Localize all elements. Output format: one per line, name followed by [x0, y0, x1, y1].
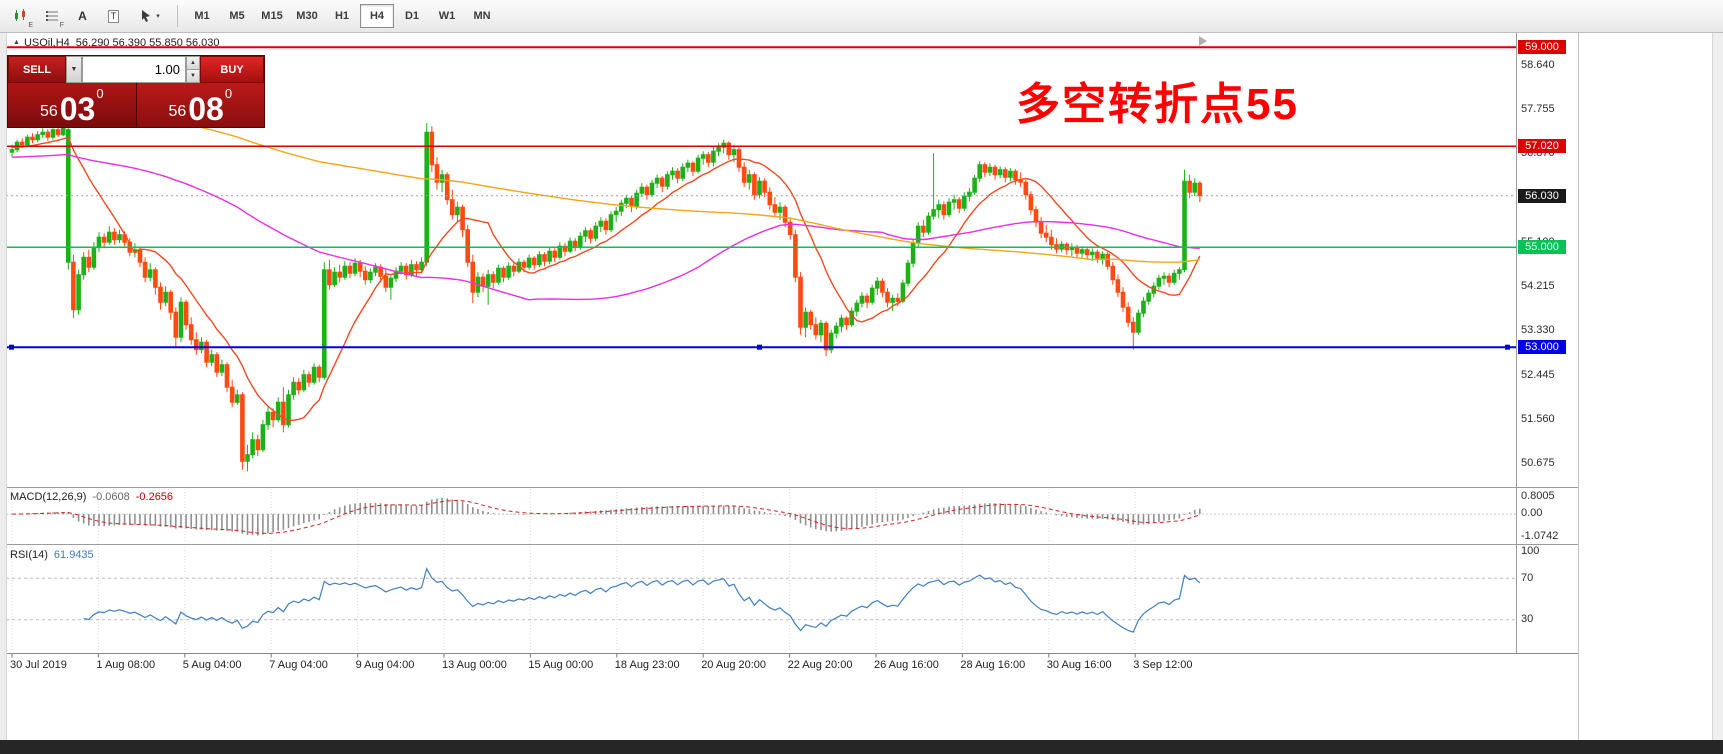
- vertical-scrollbar[interactable]: [1712, 33, 1723, 740]
- volume-dropdown-button[interactable]: ▼: [66, 56, 82, 83]
- tf-button-m5[interactable]: M5: [229, 10, 245, 22]
- macd-scale-label: 0.8005: [1521, 490, 1555, 502]
- buy-price-pips: 08: [188, 90, 224, 127]
- arrow-glyph: [142, 10, 151, 22]
- volume-down-button[interactable]: ▼: [186, 70, 200, 83]
- symbol-period-label: USOil,H4: [23, 37, 70, 49]
- one-click-trading-panel: SELL ▼ 1.00 ▲ ▼ BUY 56 03 0 56 08 0: [8, 56, 264, 127]
- time-axis-label: 22 Aug 20:00: [787, 659, 853, 671]
- tf-button-h4[interactable]: H4: [360, 4, 394, 28]
- time-axis-label: 20 Aug 20:00: [701, 659, 767, 671]
- sell-price-units: 56: [39, 103, 58, 120]
- taskbar-strip: [0, 740, 1723, 754]
- sell-price-point: 0: [96, 86, 104, 101]
- scroll-to-end-marker[interactable]: [1199, 36, 1207, 46]
- ohlc-values: 56.290 56.390 55.850 56.030: [75, 37, 220, 49]
- time-axis-label: 26 Aug 16:00: [874, 659, 939, 671]
- time-axis-label: 5 Aug 04:00: [182, 659, 242, 671]
- time-axis-label: 30 Jul 2019: [10, 659, 67, 671]
- sell-price-display[interactable]: 56 03 0: [8, 83, 137, 127]
- icon-sub-label: E: [28, 22, 33, 29]
- chevron-down-icon: ▼: [70, 66, 78, 73]
- time-axis-label: 3 Sep 12:00: [1133, 659, 1193, 671]
- time-axis-label: 28 Aug 16:00: [960, 659, 1026, 671]
- price-tick-label: 51.560: [1521, 412, 1555, 425]
- chart-text-annotation: 多空转折点55: [1016, 80, 1299, 129]
- trade-controls-row: SELL ▼ 1.00 ▲ ▼ BUY: [8, 56, 264, 83]
- macd-scale-label: 0.00: [1521, 507, 1543, 519]
- chevron-down-icon: ▾: [156, 13, 160, 20]
- candlestick-chart-icon[interactable]: E: [6, 3, 35, 29]
- time-axis-label: 13 Aug 00:00: [442, 659, 507, 671]
- price-tick-label: 53.330: [1521, 324, 1555, 337]
- price-tick-label: 52.445: [1521, 368, 1555, 381]
- chart-window-border: [1578, 33, 1579, 740]
- price-level-badge: 56.030: [1518, 188, 1566, 203]
- rsi-indicator-label: RSI(14) 61.9435: [10, 549, 94, 561]
- timeframe-button-group: M1 M5 M15 M30 H1 H4 D1 W1 MN: [185, 4, 500, 28]
- window-left-edge: [0, 33, 7, 740]
- time-axis-label: 9 Aug 04:00: [355, 659, 415, 671]
- time-axis-label: 15 Aug 00:00: [528, 659, 594, 671]
- buy-button[interactable]: BUY: [200, 56, 264, 83]
- time-axis-label: 1 Aug 08:00: [96, 659, 156, 671]
- tf-button-w1[interactable]: W1: [438, 10, 456, 22]
- price-tick-label: 50.675: [1521, 457, 1555, 469]
- volume-input[interactable]: 1.00: [82, 56, 186, 83]
- indicator-levels-icon[interactable]: F: [37, 3, 66, 29]
- levels-glyph: [45, 11, 58, 21]
- tf-button-m1[interactable]: M1: [194, 10, 210, 22]
- tf-button-m30[interactable]: M30: [296, 10, 318, 22]
- candlestick-glyph: [14, 9, 25, 21]
- volume-stepper: ▲ ▼: [186, 56, 200, 83]
- template-icon[interactable]: T: [99, 3, 128, 29]
- trade-price-row: 56 03 0 56 08 0: [8, 83, 264, 127]
- price-tick-label: 54.215: [1521, 280, 1555, 292]
- buy-price-point: 0: [224, 86, 233, 101]
- macd-signal-value: -0.2656: [135, 491, 174, 503]
- macd-name: MACD(12,26,9): [10, 491, 87, 503]
- time-axis-label: 7 Aug 04:00: [269, 659, 328, 671]
- symbol-marker-icon: ▲: [13, 39, 20, 46]
- template-glyph: T: [107, 9, 120, 23]
- tf-button-h1[interactable]: H1: [334, 10, 350, 22]
- time-axis-label: 18 Aug 23:00: [614, 659, 680, 671]
- chart-header: ▲ USOil,H4 56.290 56.390 55.850 56.030: [13, 37, 220, 49]
- tf-button-m15[interactable]: M15: [261, 10, 283, 22]
- text-label-icon[interactable]: A: [68, 3, 97, 29]
- rsi-scale-label: 70: [1521, 572, 1534, 584]
- macd-scale-label: -1.0742: [1521, 530, 1559, 542]
- rsi-scale-label: 30: [1521, 613, 1534, 625]
- macd-main-value: -0.0608: [92, 491, 130, 503]
- rsi-scale-label: 100: [1521, 545, 1540, 557]
- buy-price-units: 56: [168, 103, 187, 120]
- time-axis-label: 30 Aug 16:00: [1046, 659, 1112, 671]
- price-level-badge: 59.000: [1518, 40, 1566, 55]
- volume-up-button[interactable]: ▲: [186, 56, 200, 70]
- tf-button-mn[interactable]: MN: [473, 10, 491, 22]
- sell-price-pips: 03: [59, 90, 96, 127]
- toolbar: E F A T ▾ M1 M5 M15 M30 H1 H4 D1 W1 MN: [0, 0, 1723, 33]
- toolbar-separator: [177, 5, 178, 27]
- text-tool-glyph: A: [78, 9, 87, 23]
- icon-sub-label: F: [59, 22, 64, 29]
- draw-arrow-icon[interactable]: ▾: [130, 3, 168, 29]
- price-level-badge: 55.000: [1518, 240, 1566, 255]
- rsi-value: 61.9435: [53, 549, 94, 561]
- sell-button[interactable]: SELL: [8, 56, 66, 83]
- rsi-name: RSI(14): [10, 549, 48, 561]
- price-tick-label: 57.755: [1521, 103, 1555, 115]
- price-level-badge: 53.000: [1518, 340, 1566, 355]
- buy-price-display[interactable]: 56 08 0: [136, 83, 264, 127]
- macd-indicator-label: MACD(12,26,9) -0.0608 -0.2656: [10, 491, 173, 503]
- price-tick-label: 58.640: [1521, 58, 1555, 71]
- tf-button-d1[interactable]: D1: [404, 10, 420, 22]
- price-level-badge: 57.020: [1518, 139, 1566, 154]
